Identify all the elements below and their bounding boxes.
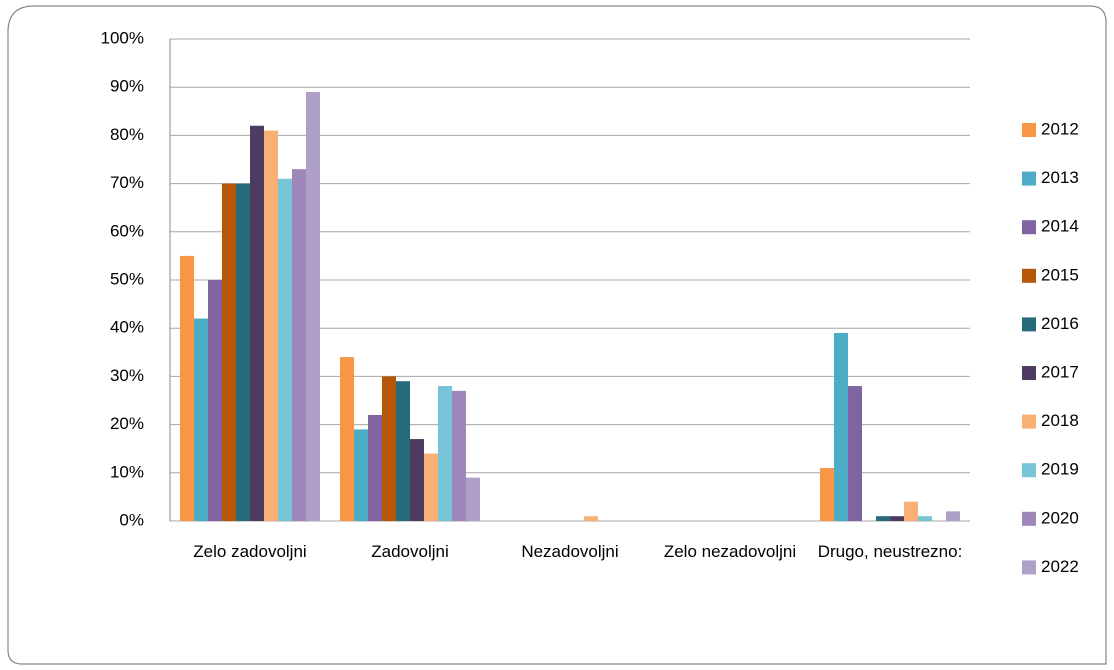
bar [890,516,904,521]
legend-swatch [1022,366,1036,380]
legend-label: 2016 [1041,314,1079,333]
legend-label: 2013 [1041,168,1079,187]
legend-swatch [1022,123,1036,137]
bar [452,390,466,521]
bar [438,386,452,521]
y-tick-label: 10% [110,462,144,481]
bar [584,516,598,521]
bar [410,439,424,521]
legend-label: 2022 [1041,557,1079,576]
bar [236,183,250,521]
legend-label: 2019 [1041,460,1079,479]
legend-label: 2014 [1041,217,1079,236]
legend-label: 2017 [1041,362,1079,381]
bar [834,333,848,521]
y-tick-label: 0% [119,510,144,529]
x-tick-label: Zelo nezadovoljni [663,542,797,561]
legend-swatch [1022,171,1036,186]
bar [876,516,890,521]
bar [194,318,208,521]
y-tick-label: 90% [110,77,144,96]
y-tick-label: 30% [110,366,144,385]
bar [368,414,382,521]
bar [354,429,368,521]
bar [904,501,918,521]
bar [946,511,960,521]
frame [7,5,1107,665]
bar [340,357,354,521]
bar [820,467,834,521]
y-tick-label: 70% [110,173,144,192]
legend-swatch [1022,414,1036,429]
bar [292,169,306,521]
x-tick-label: Zelo zadovoljni [193,542,307,561]
legend-label: 2015 [1041,265,1079,284]
bar [466,477,480,521]
x-tick-label: Nezadovoljni [521,542,619,561]
bar [918,516,932,521]
y-tick-label: 100% [101,28,144,47]
y-tick-label: 40% [110,318,144,337]
bar [264,130,278,521]
legend-swatch [1022,560,1036,575]
bar [396,381,410,521]
legend-swatch [1022,511,1036,526]
y-tick-label: 20% [110,414,144,433]
y-tick-label: 80% [110,125,144,144]
y-tick-label: 50% [110,269,144,288]
bar [180,255,194,521]
bar [208,280,222,521]
legend-swatch [1022,220,1036,235]
legend-label: 2018 [1041,411,1079,430]
bar [424,453,438,521]
bar [222,183,236,521]
bar [278,178,292,521]
x-tick-label: Zadovoljni [371,542,449,561]
y-tick-label: 60% [110,221,144,240]
legend-swatch [1022,317,1036,332]
legend-label: 2020 [1041,508,1079,527]
legend-swatch [1022,268,1036,283]
legend-label: 2012 [1041,119,1079,138]
x-tick-label: Drugo, neustrezno: [817,542,963,561]
bar [382,376,396,521]
bar [306,92,320,522]
legend-swatch [1022,463,1036,478]
bar [848,386,862,521]
bar [250,125,264,521]
